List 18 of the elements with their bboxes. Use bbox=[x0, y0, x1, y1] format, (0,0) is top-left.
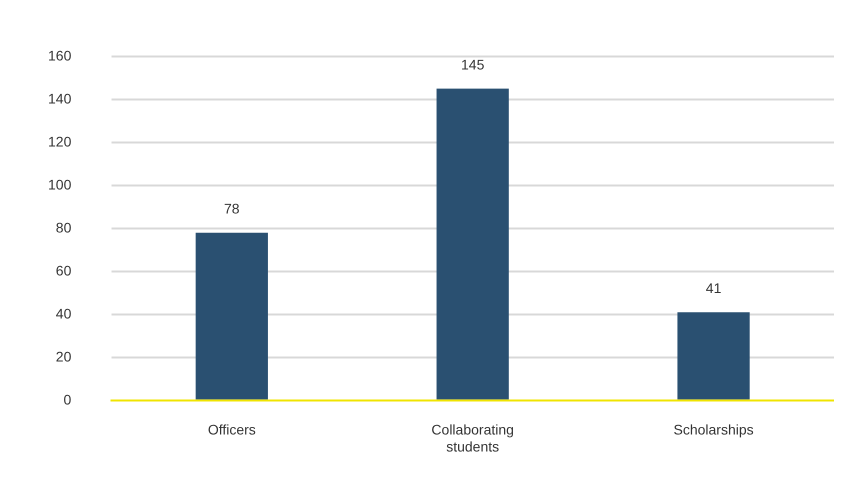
y-tick-label: 80 bbox=[56, 219, 72, 236]
y-tick-label: 0 bbox=[64, 391, 72, 408]
y-tick-label: 20 bbox=[56, 348, 72, 364]
bar bbox=[677, 312, 750, 400]
bar bbox=[436, 88, 509, 400]
data-label: 41 bbox=[706, 280, 722, 296]
y-tick-label: 160 bbox=[48, 47, 72, 64]
bar bbox=[196, 232, 268, 400]
y-tick-label: 140 bbox=[48, 90, 72, 106]
y-tick-label: 100 bbox=[48, 176, 72, 192]
y-tick-label: 60 bbox=[56, 262, 72, 278]
y-tick-label: 120 bbox=[48, 133, 72, 150]
data-label: 145 bbox=[461, 56, 485, 73]
x-tick-label: Collaborating students bbox=[431, 422, 514, 454]
x-tick-label: Officers bbox=[208, 422, 256, 438]
y-tick-label: 40 bbox=[56, 305, 72, 322]
data-label: 78 bbox=[224, 200, 240, 217]
x-tick-label: Scholarships bbox=[673, 422, 754, 438]
